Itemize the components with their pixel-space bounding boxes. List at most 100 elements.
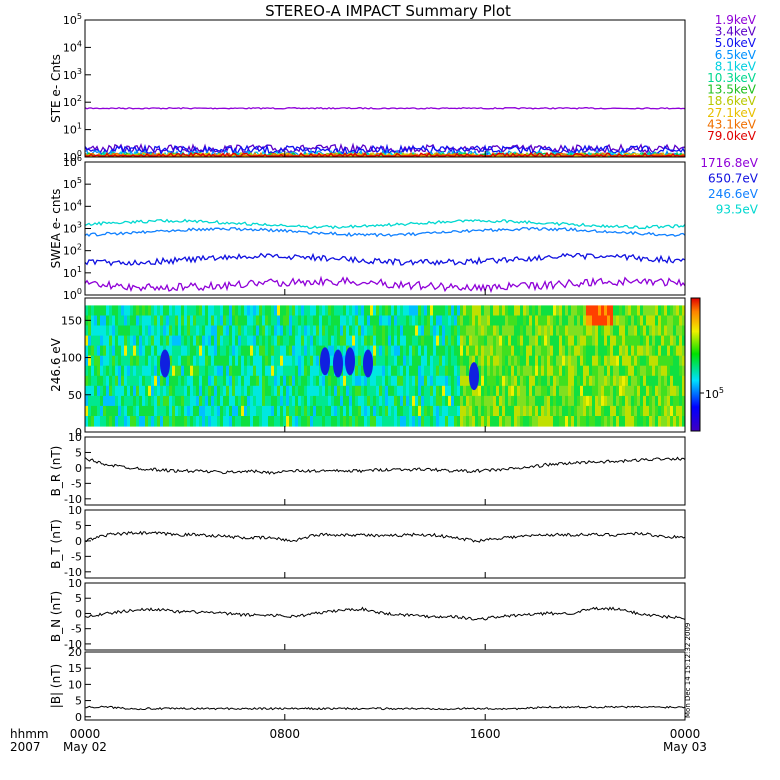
heatmap-cell (664, 405, 667, 417)
heatmap-cell (577, 305, 580, 316)
heatmap-cell (268, 405, 271, 417)
heatmap-cell (199, 405, 202, 417)
heatmap-cell (307, 355, 310, 367)
heatmap-cell (295, 416, 298, 427)
heatmap-cell (355, 375, 358, 387)
heatmap-cell (406, 335, 409, 347)
heatmap-cell (412, 405, 415, 417)
heatmap-cell (601, 315, 604, 327)
heatmap-cell (544, 365, 547, 377)
heatmap-cell (328, 405, 331, 417)
heatmap-cell (478, 355, 481, 367)
heatmap-cell (145, 375, 148, 387)
heatmap-cell (397, 365, 400, 377)
heatmap-cell (478, 345, 481, 357)
heatmap-cell (280, 405, 283, 417)
heatmap-cell (427, 375, 430, 387)
heatmap-cell (475, 345, 478, 357)
y-tick-label-bn: -10 (64, 638, 82, 651)
heatmap-cell (493, 335, 496, 347)
heatmap-cell (340, 335, 343, 347)
heatmap-cell (427, 305, 430, 316)
heatmap-cell (115, 315, 118, 327)
heatmap-cell (436, 315, 439, 327)
heatmap-cell (316, 355, 319, 367)
heatmap-cell (109, 375, 112, 387)
heatmap-cell (211, 355, 214, 367)
heatmap-cell (235, 385, 238, 397)
heatmap-cell (577, 375, 580, 387)
heatmap-cell (580, 355, 583, 367)
heatmap-cell (247, 405, 250, 417)
heatmap-cell (139, 395, 142, 407)
heatmap-cell (607, 395, 610, 407)
heatmap-cell (415, 385, 418, 397)
heatmap-cell (361, 375, 364, 387)
heatmap-cell (517, 395, 520, 407)
heatmap-cell (298, 365, 301, 377)
heatmap-cell (469, 325, 472, 337)
heatmap-cell (649, 325, 652, 337)
heatmap-cell (634, 395, 637, 407)
heatmap-cell (481, 335, 484, 347)
heatmap-cell (610, 385, 613, 397)
heatmap-cell (625, 375, 628, 387)
heatmap-cell (394, 365, 397, 377)
heatmap-cell (616, 335, 619, 347)
heatmap-cell (184, 345, 187, 357)
heatmap-cell (379, 375, 382, 387)
heatmap-cell (247, 395, 250, 407)
heatmap-cell (91, 416, 94, 427)
heatmap-cell (640, 405, 643, 417)
heatmap-cell (166, 405, 169, 417)
heatmap-cell (169, 416, 172, 427)
heatmap-cell (403, 325, 406, 337)
heatmap-cell (124, 375, 127, 387)
heatmap-cell (274, 315, 277, 327)
heatmap-cell (196, 385, 199, 397)
heatmap-cell (289, 365, 292, 377)
heatmap-cell (190, 325, 193, 337)
heatmap-cell (103, 335, 106, 347)
heatmap-cell (568, 385, 571, 397)
heatmap-cell (319, 345, 322, 357)
heatmap-cell (586, 335, 589, 347)
heatmap-cell (511, 355, 514, 367)
heatmap-cell (454, 365, 457, 377)
heatmap-cell (316, 345, 319, 357)
heatmap-cell (277, 325, 280, 337)
heatmap-cell (568, 305, 571, 316)
heatmap-cell (430, 355, 433, 367)
heatmap-cell (286, 345, 289, 357)
heatmap-low-flux-patch (469, 362, 479, 391)
y-tick-label-br: -5 (71, 477, 82, 490)
heatmap-cell (355, 416, 358, 427)
heatmap-cell (304, 355, 307, 367)
heatmap-cell (316, 305, 319, 316)
heatmap-cell (283, 305, 286, 316)
heatmap-cell (580, 385, 583, 397)
heatmap-cell (412, 305, 415, 316)
heatmap-cell (166, 395, 169, 407)
heatmap-cell (673, 305, 676, 316)
heatmap-cell (346, 416, 349, 427)
heatmap-cell (538, 345, 541, 357)
heatmap-cell (604, 416, 607, 427)
heatmap-cell (376, 335, 379, 347)
x-tick-label: 0000 (70, 727, 101, 741)
heatmap-cell (496, 385, 499, 397)
heatmap-cell (358, 385, 361, 397)
heatmap-cell (475, 405, 478, 417)
heatmap-cell (565, 355, 568, 367)
heatmap-cell (154, 345, 157, 357)
heatmap-cell (148, 305, 151, 316)
heatmap-cell (214, 345, 217, 357)
heatmap-cell (661, 325, 664, 337)
heatmap-cell (337, 325, 340, 337)
heatmap-cell (217, 325, 220, 337)
heatmap-cell (532, 375, 535, 387)
heatmap-cell (265, 315, 268, 327)
heatmap-cell (370, 335, 373, 347)
heatmap-cell (559, 385, 562, 397)
heatmap-cell (628, 325, 631, 337)
